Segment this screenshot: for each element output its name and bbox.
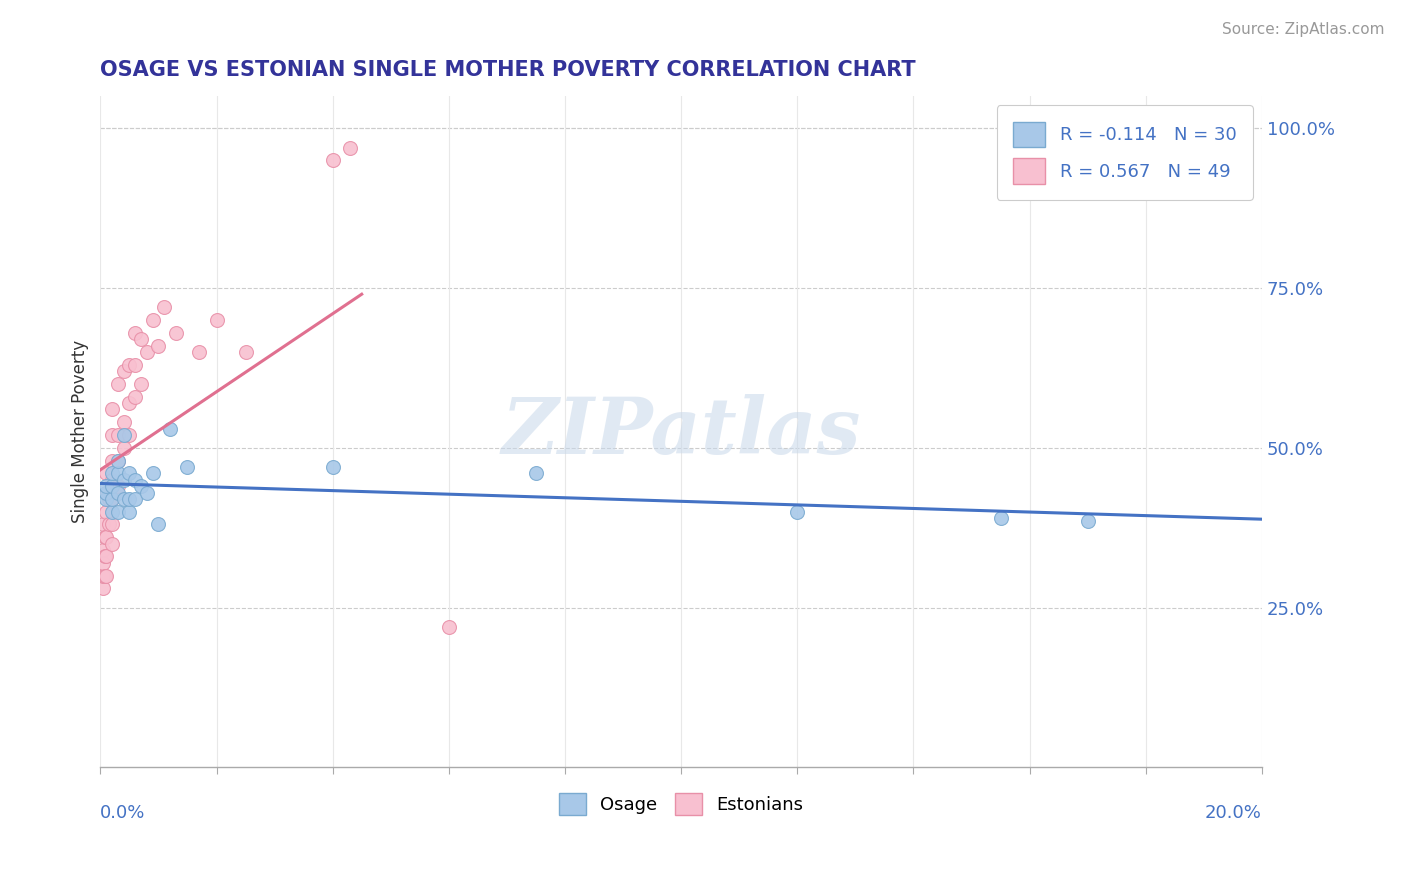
Point — [112, 441, 135, 455]
Point — [107, 453, 129, 467]
Point — [98, 517, 121, 532]
Point — [118, 358, 141, 372]
Point — [118, 428, 141, 442]
Point — [91, 556, 114, 570]
Point — [91, 543, 114, 558]
Point — [107, 485, 129, 500]
Point — [322, 460, 344, 475]
Point — [96, 491, 118, 506]
Y-axis label: Single Mother Poverty: Single Mother Poverty — [72, 340, 89, 524]
Point — [188, 345, 211, 359]
Point — [96, 467, 118, 481]
Point — [98, 491, 121, 506]
Point — [165, 326, 187, 340]
Point — [101, 467, 124, 481]
Text: 20.0%: 20.0% — [1205, 805, 1263, 822]
Point — [94, 530, 117, 544]
Point — [124, 358, 146, 372]
Point — [118, 505, 141, 519]
Point — [112, 415, 135, 429]
Legend: Osage, Estonians: Osage, Estonians — [551, 786, 811, 822]
Point — [153, 300, 176, 314]
Point — [91, 517, 114, 532]
Point — [107, 505, 129, 519]
Point — [322, 153, 344, 168]
Point — [1077, 514, 1099, 528]
Point — [96, 549, 118, 564]
Point — [107, 479, 129, 493]
Point — [96, 485, 118, 500]
Point — [339, 140, 361, 154]
Point — [990, 511, 1012, 525]
Point — [124, 473, 146, 487]
Point — [101, 491, 124, 506]
Text: ZIPatlas: ZIPatlas — [502, 393, 860, 470]
Point — [112, 491, 135, 506]
Point — [101, 453, 124, 467]
Point — [101, 517, 124, 532]
Point — [786, 505, 808, 519]
Point — [101, 491, 124, 506]
Point — [118, 396, 141, 410]
Point — [524, 467, 547, 481]
Text: Source: ZipAtlas.com: Source: ZipAtlas.com — [1222, 22, 1385, 37]
Point — [96, 479, 118, 493]
Point — [94, 568, 117, 582]
Point — [235, 345, 257, 359]
Point — [96, 485, 118, 500]
Point — [159, 422, 181, 436]
Point — [205, 313, 228, 327]
Point — [112, 428, 135, 442]
Text: 0.0%: 0.0% — [100, 805, 146, 822]
Point — [96, 505, 118, 519]
Point — [148, 338, 170, 352]
Point — [101, 428, 124, 442]
Point — [124, 326, 146, 340]
Point — [118, 467, 141, 481]
Point — [91, 568, 114, 582]
Point — [129, 332, 152, 346]
Point — [112, 364, 135, 378]
Point — [101, 402, 124, 417]
Text: OSAGE VS ESTONIAN SINGLE MOTHER POVERTY CORRELATION CHART: OSAGE VS ESTONIAN SINGLE MOTHER POVERTY … — [100, 60, 915, 79]
Point — [148, 517, 170, 532]
Point — [142, 467, 165, 481]
Point — [96, 568, 118, 582]
Point — [107, 467, 129, 481]
Point — [142, 313, 165, 327]
Point — [129, 479, 152, 493]
Point — [101, 505, 124, 519]
Point — [94, 549, 117, 564]
Point — [124, 491, 146, 506]
Point — [129, 376, 152, 391]
Point — [437, 620, 460, 634]
Point — [96, 530, 118, 544]
Point — [176, 460, 198, 475]
Point — [101, 479, 124, 493]
Point — [112, 473, 135, 487]
Point — [101, 536, 124, 550]
Point — [107, 428, 129, 442]
Point — [135, 485, 157, 500]
Point — [107, 453, 129, 467]
Point — [135, 345, 157, 359]
Point — [107, 376, 129, 391]
Point — [101, 473, 124, 487]
Point — [124, 390, 146, 404]
Point — [91, 582, 114, 596]
Point — [118, 491, 141, 506]
